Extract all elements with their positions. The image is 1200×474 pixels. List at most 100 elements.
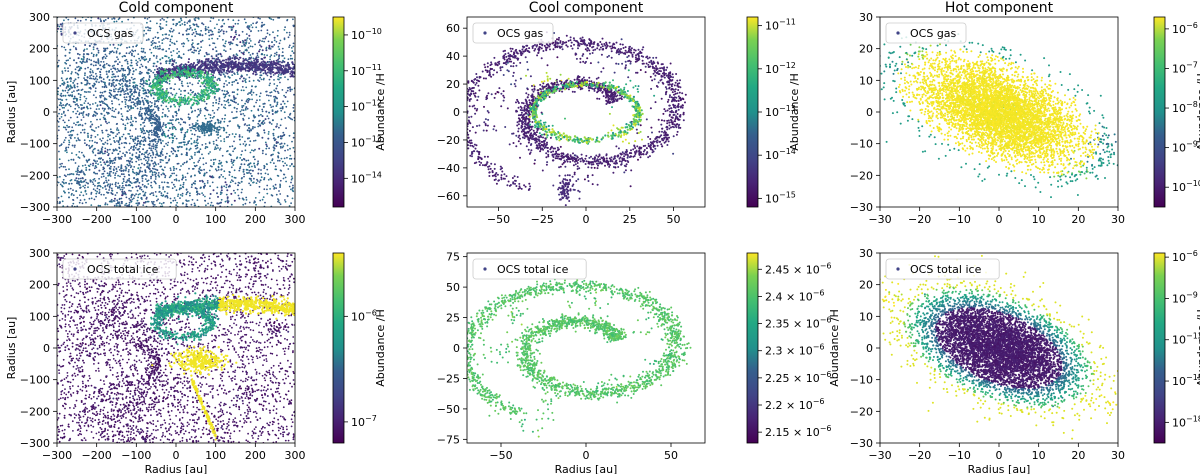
data-point [105,62,108,65]
data-point [286,144,289,147]
data-point [127,169,130,171]
data-point [244,79,247,82]
data-point [167,129,170,132]
data-point [193,141,196,144]
data-point [120,43,123,45]
data-point [100,80,103,82]
data-point [260,172,262,175]
data-point [108,83,111,86]
data-point [64,89,67,92]
data-point [66,77,69,80]
data-point [111,50,114,52]
data-point [228,70,231,73]
data-point [121,182,124,185]
data-point [135,178,138,181]
data-point [196,193,199,196]
data-point [269,72,272,75]
data-point [194,28,197,31]
data-point [267,131,270,133]
data-point [82,114,84,116]
data-point [87,113,90,115]
data-point [74,103,77,106]
data-point [261,40,263,43]
data-point [147,95,149,98]
data-point [162,159,164,162]
data-point [195,49,198,52]
data-point [159,26,162,29]
data-point [212,17,215,20]
data-point [74,78,77,81]
data-point [260,29,263,32]
data-point [272,128,275,131]
data-point [80,181,83,184]
data-point [196,151,199,154]
data-point [246,107,249,110]
data-point [123,93,126,96]
data-point [67,70,70,72]
data-point [165,126,167,129]
data-point [194,77,197,79]
data-point [144,171,147,174]
data-point [257,172,260,175]
data-point [287,66,290,69]
data-point [136,103,139,106]
data-point [82,116,85,118]
data-point [155,146,158,149]
data-point [238,169,241,172]
data-point [132,107,135,109]
data-point [162,172,165,175]
data-point [243,175,245,178]
data-point [81,151,83,154]
data-point [104,150,107,153]
data-point [154,73,156,76]
data-point [247,93,249,95]
data-point [289,72,292,75]
data-point [144,194,146,197]
data-point [76,169,79,171]
data-point [241,80,244,83]
data-point [80,89,83,91]
data-point [157,172,160,174]
data-point [101,107,104,110]
data-point [227,185,230,188]
data-point [60,116,63,118]
data-point [233,36,236,39]
data-point [54,168,56,170]
data-point [245,106,248,109]
data-point [166,88,168,90]
data-point [96,160,98,163]
data-point [266,94,268,97]
data-point [187,20,190,23]
data-point [230,158,233,161]
data-point [241,86,244,88]
data-point [124,59,126,62]
data-point [212,42,215,44]
data-point [114,116,117,118]
data-point [128,177,131,180]
data-point [73,80,76,82]
data-point [96,190,98,193]
data-point [166,161,169,164]
data-point [270,91,273,93]
data-point [133,172,136,175]
data-point [145,26,147,29]
data-point [260,78,263,81]
data-point [292,146,295,149]
data-point [224,177,227,180]
data-point [150,192,153,195]
data-point [261,198,264,201]
data-point [206,182,209,184]
data-point [152,153,155,156]
data-point [90,197,93,200]
data-point [256,99,258,102]
data-point [170,201,172,204]
data-point [117,44,120,46]
data-point [203,114,206,117]
data-point [194,180,197,183]
data-point [191,46,194,48]
data-point [148,147,151,150]
data-point [136,148,139,151]
data-point [68,168,70,171]
data-point [130,116,133,119]
data-point [136,107,139,110]
